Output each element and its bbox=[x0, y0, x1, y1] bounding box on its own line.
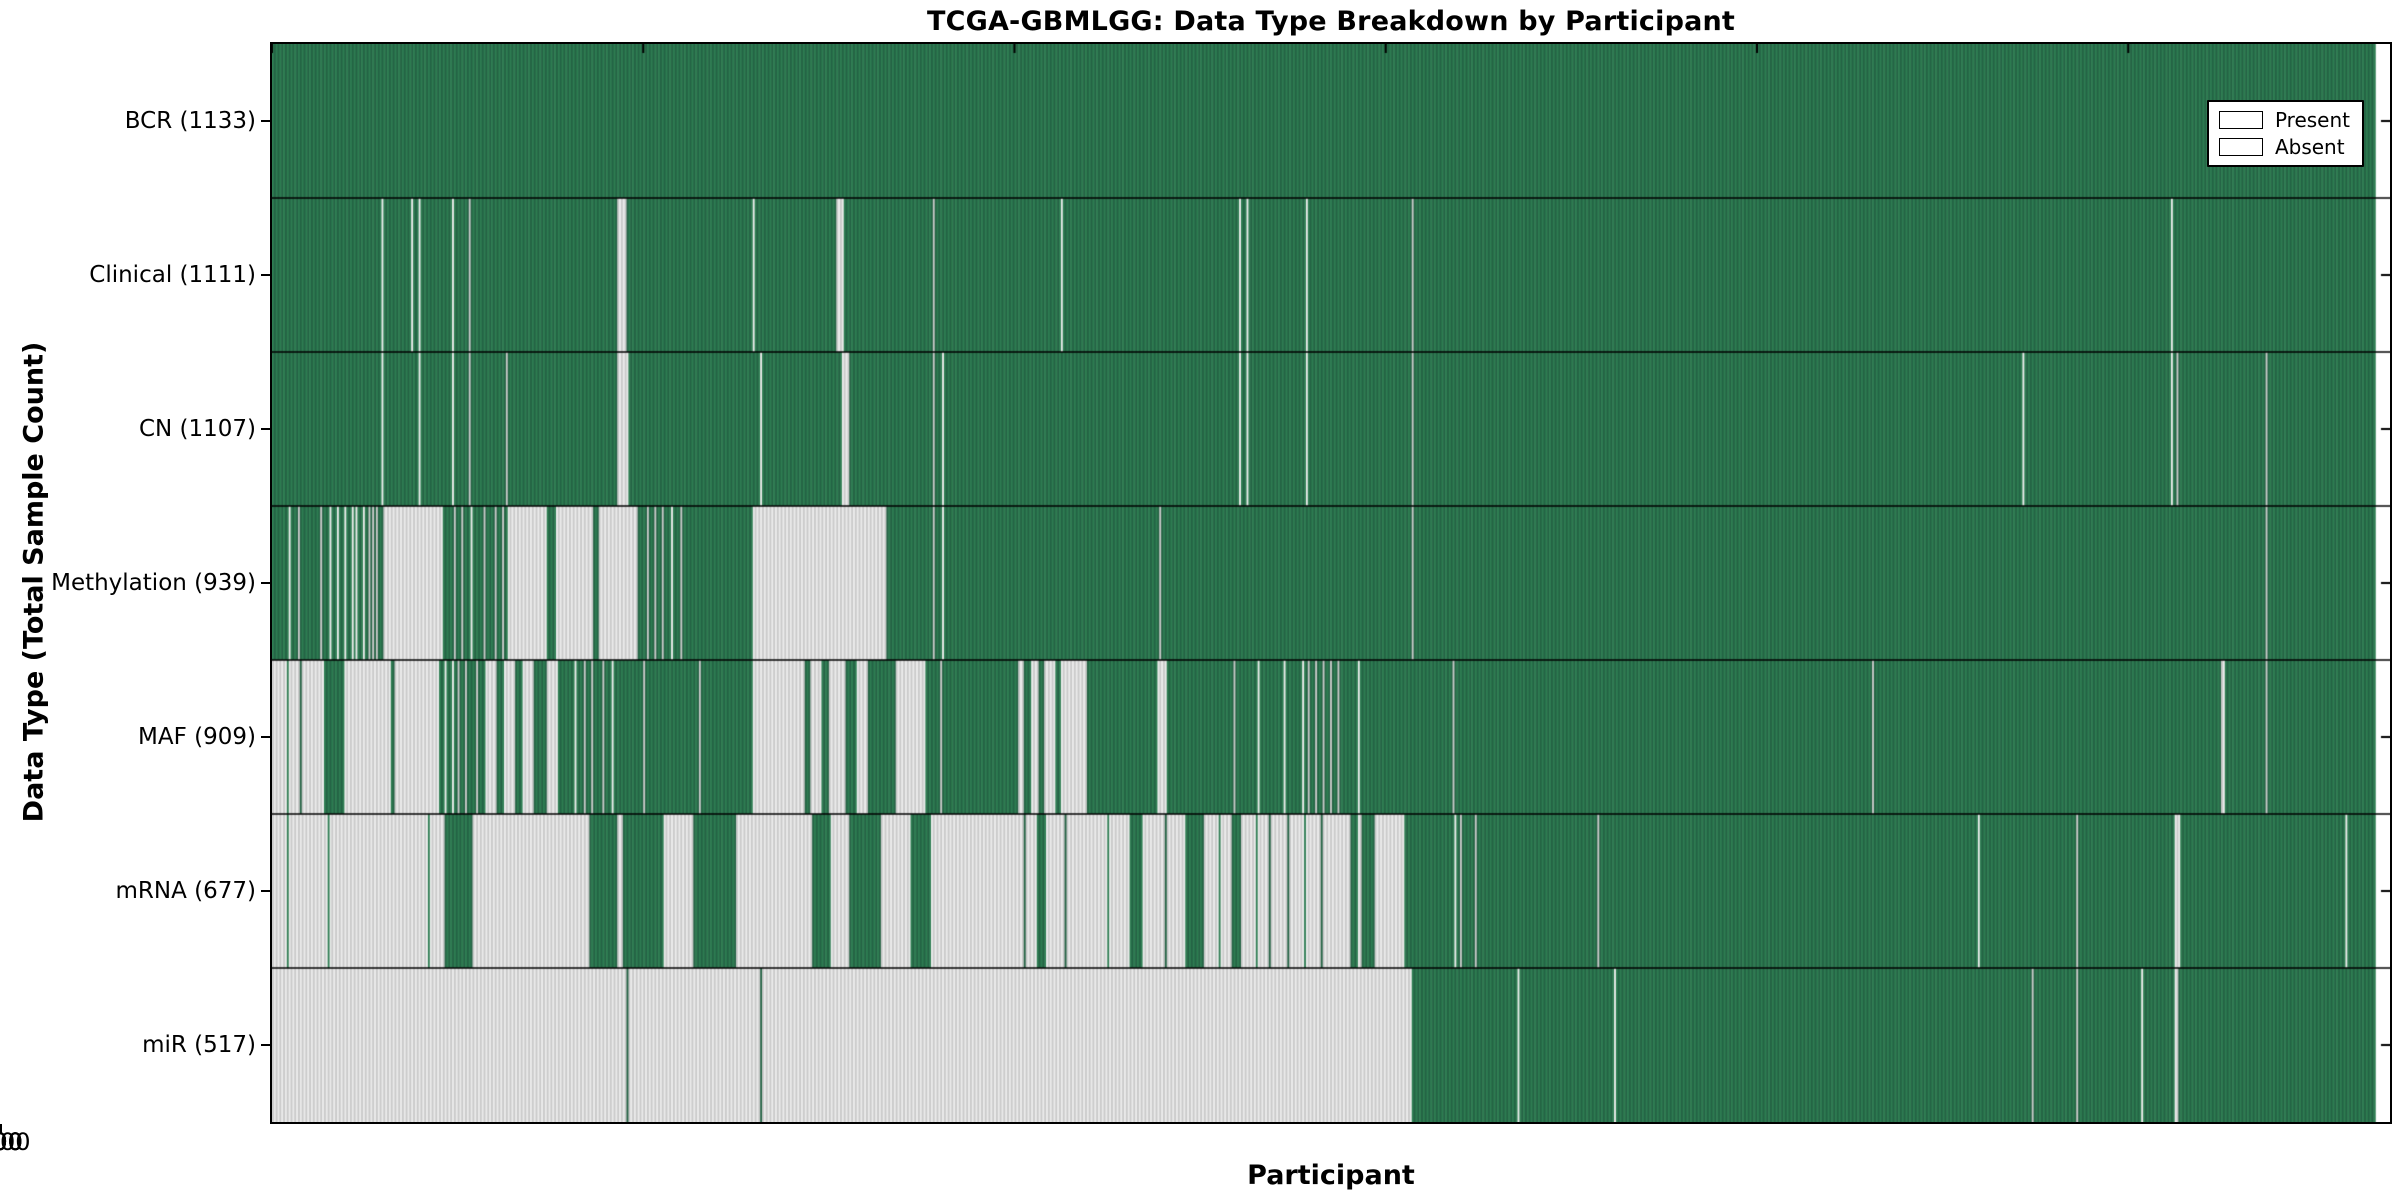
xtick-label-400: 400 bbox=[0, 1128, 23, 1156]
xtick-label-800: 800 bbox=[0, 1128, 23, 1156]
y-tick-mark bbox=[261, 428, 270, 430]
y-tick-mark bbox=[261, 120, 270, 122]
ytick-label-clinical: Clinical (1111) bbox=[89, 262, 256, 288]
legend-absent-label: Absent bbox=[2274, 135, 2345, 159]
y-tick-mark bbox=[261, 274, 270, 276]
presence-heatmap-canvas bbox=[272, 44, 2390, 1122]
xtick-label-1000: 1000 bbox=[0, 1128, 31, 1156]
y-tick-mark bbox=[261, 582, 270, 584]
ytick-label-cn: CN (1107) bbox=[138, 416, 256, 442]
legend-entry-present: Present bbox=[2218, 108, 2350, 132]
xtick-label-0: 0 bbox=[0, 1128, 60, 1156]
x-axis-label: Participant bbox=[1247, 1160, 1415, 1191]
plot-area: Present Absent bbox=[270, 42, 2392, 1124]
y-tick-mark bbox=[261, 736, 270, 738]
absent-swatch bbox=[2218, 138, 2263, 156]
y-tick-mark bbox=[261, 1044, 270, 1046]
ytick-label-maf: MAF (909) bbox=[138, 724, 256, 750]
present-swatch bbox=[2218, 111, 2263, 129]
legend-entry-absent: Absent bbox=[2218, 135, 2350, 159]
chart-title: TCGA-GBMLGG: Data Type Breakdown by Part… bbox=[926, 6, 1736, 37]
legend-present-label: Present bbox=[2274, 108, 2350, 132]
ytick-label-mrna: mRNA (677) bbox=[115, 878, 256, 904]
xtick-label-200: 200 bbox=[0, 1128, 23, 1156]
xtick-label-600: 600 bbox=[0, 1128, 23, 1156]
legend: Present Absent bbox=[2206, 100, 2364, 167]
ytick-label-bcr: BCR (1133) bbox=[124, 108, 256, 134]
y-tick-mark bbox=[261, 890, 270, 892]
ytick-label-methylation: Methylation (939) bbox=[51, 570, 256, 596]
x-tick-mark bbox=[0, 1124, 2, 1133]
ytick-label-mir: miR (517) bbox=[142, 1032, 256, 1058]
